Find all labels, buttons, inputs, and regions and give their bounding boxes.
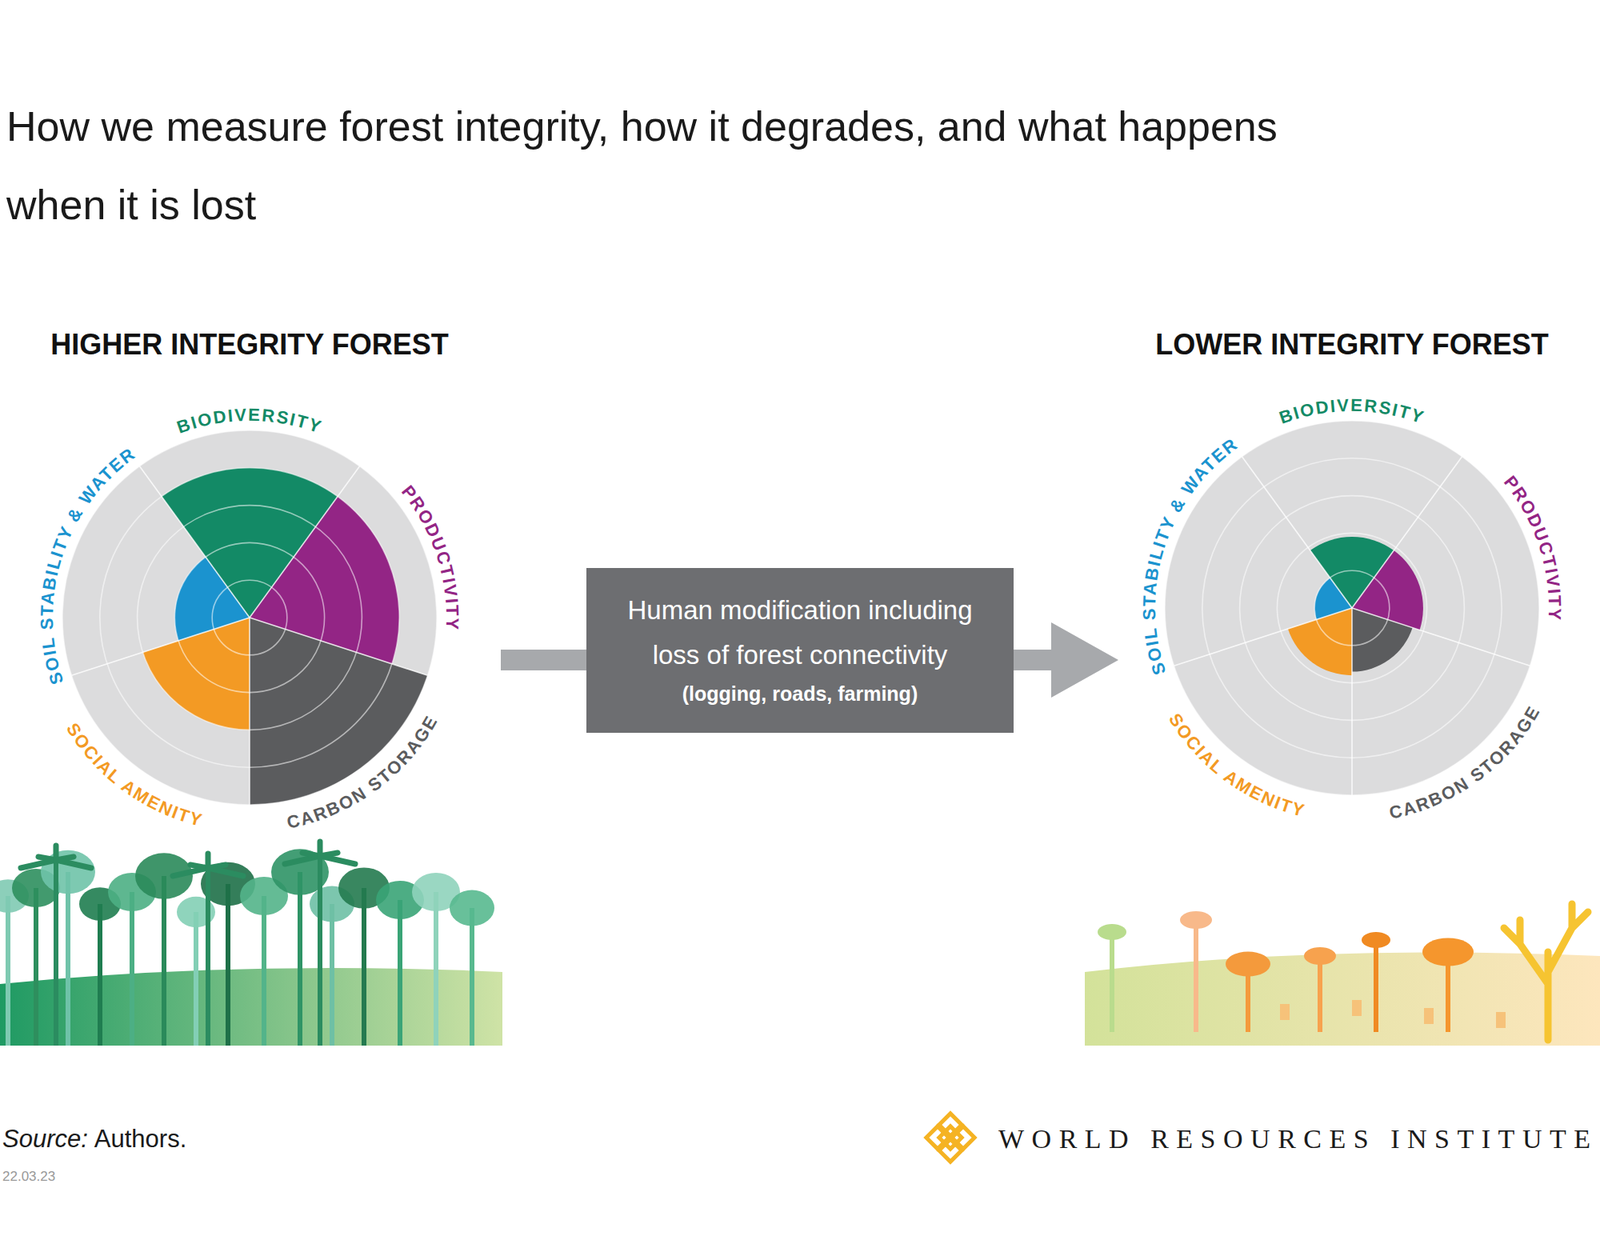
wedge xyxy=(1314,577,1352,620)
title-line: when it is lost xyxy=(5,181,257,228)
trunk xyxy=(433,892,439,1046)
palm-leaf xyxy=(320,856,356,864)
category-label: SOIL STABILITY & WATER xyxy=(1139,433,1242,678)
process-arrow: Human modification including loss of fore… xyxy=(500,568,1119,733)
wedges xyxy=(1288,536,1424,676)
trunk xyxy=(469,908,475,1046)
chart-title: LOWER INTEGRITY FOREST xyxy=(1155,328,1548,361)
trunk xyxy=(1193,920,1199,1032)
page: How we measure forest integrity, how it … xyxy=(0,0,1600,1236)
source-text: Authors. xyxy=(94,1124,187,1153)
trunk xyxy=(33,888,39,1046)
title: How we measure forest integrity, how it … xyxy=(5,103,1278,228)
chart-title: HIGHER INTEGRITY FOREST xyxy=(50,328,448,361)
palm-trunk xyxy=(317,856,323,1046)
palm-trunk xyxy=(205,868,211,1046)
logo-text: WORLD RESOURCES INSTITUTE xyxy=(998,1124,1595,1154)
trunk xyxy=(261,896,267,1046)
grid xyxy=(1164,420,1540,796)
stump xyxy=(1352,1000,1362,1016)
grid-ring xyxy=(62,430,437,805)
arrow-text: Human modification including xyxy=(627,595,972,625)
category-label: CARBON STORAGE xyxy=(284,712,442,833)
palm-leaf xyxy=(208,868,244,876)
logo-icon xyxy=(926,1113,975,1162)
trunk xyxy=(193,912,199,1046)
grid-ring xyxy=(1164,420,1540,796)
trunk xyxy=(329,904,335,1046)
wedges xyxy=(142,468,428,805)
stump xyxy=(1280,1004,1290,1020)
crown xyxy=(1361,932,1391,948)
grid-spoke xyxy=(1173,608,1352,666)
plot-background xyxy=(1164,420,1540,796)
crown xyxy=(1304,947,1336,965)
wedge xyxy=(174,556,250,641)
title-line: How we measure forest integrity, how it … xyxy=(6,103,1278,150)
palm-trunk xyxy=(53,860,59,1046)
category-label: BIODIVERSITY xyxy=(174,404,325,438)
category-label: PRODUCTIVITY xyxy=(397,481,463,632)
source: Source:Authors. xyxy=(2,1124,187,1153)
grid-spoke xyxy=(1352,456,1463,608)
crown xyxy=(1180,911,1212,929)
trunk xyxy=(1317,956,1323,1032)
grid-spoke xyxy=(139,466,250,618)
category-label: BIODIVERSITY xyxy=(1276,395,1428,428)
grid-spoke xyxy=(249,617,428,676)
trunk xyxy=(129,892,135,1046)
stump xyxy=(1424,1008,1434,1024)
plot-background xyxy=(62,430,437,805)
arrow-box xyxy=(586,568,1014,733)
category-label: SOIL STABILITY & WATER xyxy=(36,443,140,688)
dead-tree xyxy=(1504,904,1588,1040)
category-label: SOCIAL AMENITY xyxy=(62,719,206,831)
landscape-degraded xyxy=(1084,904,1600,1046)
polar-chart xyxy=(1164,420,1540,796)
category-label: SOCIAL AMENITY xyxy=(1164,709,1308,821)
grid-spoke xyxy=(71,617,250,676)
grid-spoke xyxy=(248,617,251,805)
source-label: Source: xyxy=(2,1124,88,1153)
trunk xyxy=(361,888,367,1046)
logo-diamond xyxy=(939,1126,962,1149)
trunk xyxy=(97,904,103,1046)
crown xyxy=(1097,924,1127,940)
trunk xyxy=(397,900,403,1046)
stump xyxy=(1496,1012,1506,1028)
arrow-note: (logging, roads, farming) xyxy=(682,682,918,705)
crown xyxy=(1422,937,1474,966)
crown xyxy=(449,890,495,927)
trunk xyxy=(161,876,167,1046)
category-label: CARBON STORAGE xyxy=(1387,702,1544,824)
category-label: PRODUCTIVITY xyxy=(1500,472,1565,622)
crown xyxy=(1225,952,1271,977)
trunk xyxy=(5,896,11,1046)
palm-leaf xyxy=(56,860,92,868)
arrow-text: loss of forest connectivity xyxy=(652,640,948,670)
trunk xyxy=(1373,940,1379,1032)
trunk xyxy=(297,872,303,1046)
trunk xyxy=(65,872,71,1046)
grid xyxy=(62,430,437,805)
landscape-healthy xyxy=(0,841,503,1046)
grid-spoke xyxy=(249,466,360,618)
polar-chart xyxy=(62,430,437,805)
grid-spoke xyxy=(1352,608,1531,666)
trunk xyxy=(225,884,231,1046)
grid-spoke xyxy=(1241,456,1352,608)
ground xyxy=(0,968,503,1046)
ground xyxy=(1084,952,1600,1047)
grid-spoke xyxy=(1351,608,1353,796)
wedge xyxy=(249,617,428,805)
arrow-head xyxy=(1051,622,1119,698)
date: 22.03.23 xyxy=(2,1168,56,1184)
trunk xyxy=(1109,932,1115,1032)
